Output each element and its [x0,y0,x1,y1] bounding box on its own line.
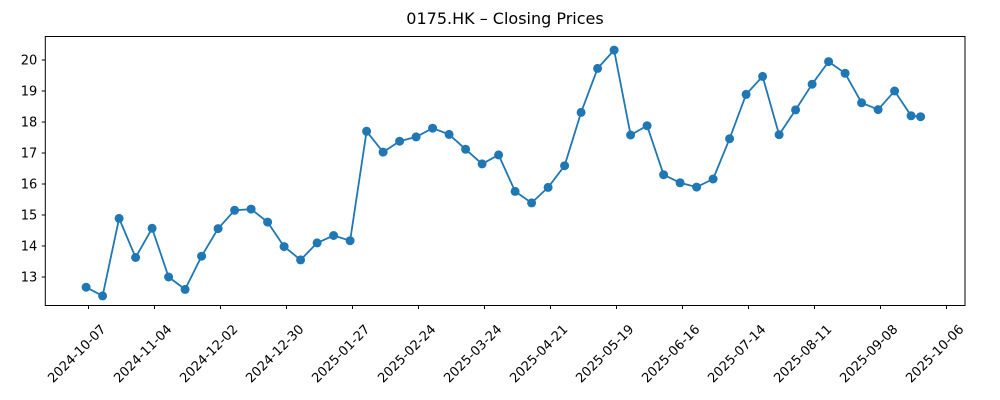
data-point-marker [675,178,685,188]
x-tick-label: 2025-10-06 [903,322,967,386]
data-point-marker [824,57,834,67]
data-point-marker [197,251,207,261]
x-tick-label: 2024-10-07 [45,322,109,386]
y-tick-label: 18 [21,116,38,131]
data-point-marker [246,204,256,214]
data-point-marker [131,253,141,262]
x-tick-label: 2024-12-02 [177,322,241,386]
data-point-marker [626,130,636,140]
data-point-marker [395,136,405,146]
x-tick-label: 2024-12-30 [243,322,307,386]
data-point-marker [329,231,339,240]
data-point-marker [857,98,867,108]
data-point-marker [609,45,619,55]
data-point-marker [263,217,273,227]
data-point-marker [230,205,240,215]
data-point-marker [411,132,421,142]
x-tick-label: 2024-11-04 [111,322,175,386]
data-point-marker [576,107,586,117]
price-line [85,49,922,297]
y-tick-label: 19 [21,85,38,100]
axis-spines [44,36,966,306]
x-tick-label: 2025-08-11 [771,322,835,386]
data-point-marker [708,174,718,184]
data-point-marker [906,111,916,121]
data-point-marker [791,105,801,115]
data-point-marker [180,284,190,294]
y-tick-label: 14 [21,240,38,255]
data-point-marker [81,282,91,292]
data-point-marker [659,170,669,180]
data-point-marker [840,68,850,78]
y-tick-label: 17 [21,147,38,162]
data-point-marker [312,238,322,248]
data-point-marker [560,161,570,171]
x-tick-label: 2025-04-21 [507,322,571,386]
y-tick-label: 15 [21,209,38,224]
x-tick-label: 2025-06-16 [639,322,703,386]
data-point-marker [147,223,157,233]
y-tick-label: 16 [21,178,38,193]
data-point-marker [362,126,372,136]
data-point-marker [593,63,603,73]
chart-title: 0175.HK – Closing Prices [406,9,603,28]
data-point-marker [461,144,471,154]
data-point-marker [114,213,124,223]
data-point-marker [510,186,520,196]
x-tick-label: 2025-05-19 [573,322,637,386]
data-point-marker [916,112,926,122]
data-point-marker [873,105,883,115]
data-point-marker [494,150,504,160]
data-point-marker [213,224,223,234]
data-point-marker [444,129,454,139]
data-point-marker [758,71,768,81]
x-tick-label: 2025-03-24 [441,322,505,386]
data-point-marker [774,130,784,140]
data-point-marker [428,123,438,133]
price-series [81,45,926,301]
data-point-marker [543,182,553,192]
data-point-marker [164,272,174,282]
data-point-marker [279,242,289,252]
data-point-marker [692,182,702,192]
y-tick-label: 20 [21,54,38,69]
data-point-marker [890,86,900,96]
data-point-marker [98,291,108,301]
x-tick-label: 2025-02-24 [375,322,439,386]
data-point-marker [741,89,751,99]
x-tick-label: 2025-07-14 [705,322,769,386]
y-tick-label: 13 [21,271,38,286]
data-point-marker [477,159,487,169]
data-point-marker [345,236,355,246]
data-point-marker [642,121,652,131]
x-tick-label: 2025-09-08 [837,322,901,386]
data-point-marker [378,147,388,157]
data-point-marker [527,198,537,208]
data-point-marker [725,134,735,144]
data-point-marker [807,79,817,89]
x-tick-label: 2025-01-27 [309,322,373,386]
data-point-marker [296,255,306,265]
